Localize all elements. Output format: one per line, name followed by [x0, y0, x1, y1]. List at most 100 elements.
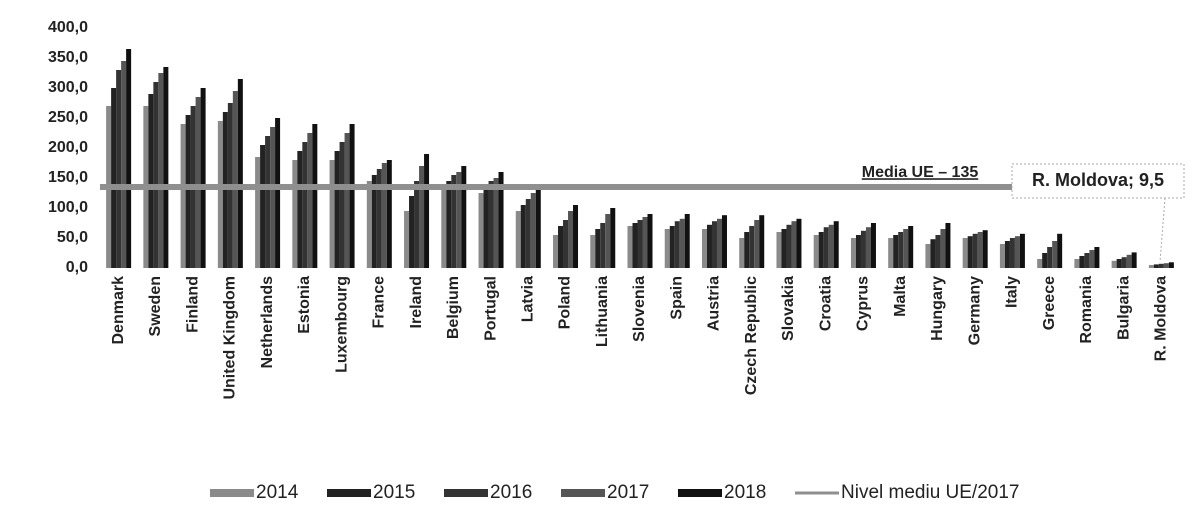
bar [376, 169, 382, 268]
legend-label: 2016 [490, 482, 532, 503]
bar [297, 151, 303, 268]
bar [381, 163, 387, 268]
bar [967, 236, 973, 268]
bar [791, 221, 797, 268]
y-tick-label: 350,0 [48, 49, 88, 66]
x-tick-label: United Kingdom [222, 276, 239, 400]
bar [1057, 233, 1063, 268]
y-tick-label: 150,0 [48, 169, 88, 186]
bar [935, 235, 941, 268]
annotation: R. Moldova; 9,5 [1032, 170, 1164, 190]
bar [1126, 254, 1132, 268]
bar [1168, 262, 1174, 268]
bar [232, 91, 238, 268]
bar [525, 199, 531, 268]
bar [121, 61, 127, 268]
x-tick-label: Bulgaria [1115, 276, 1132, 340]
bar [903, 229, 909, 268]
x-tick-label: Cyprus [855, 276, 872, 331]
bar [414, 181, 420, 268]
bar [339, 142, 345, 268]
x-tick-label: Ireland [408, 276, 425, 328]
bar [749, 226, 755, 268]
bar [424, 154, 430, 268]
bar [302, 142, 308, 268]
x-tick-label: Greece [1041, 276, 1058, 330]
bar [185, 115, 191, 268]
bar [1037, 259, 1043, 268]
bar [781, 229, 787, 268]
bar [292, 160, 298, 268]
x-tick-label: Belgium [445, 276, 462, 339]
bar [605, 214, 611, 268]
bar [446, 181, 452, 268]
bar [930, 239, 936, 268]
bar [478, 193, 484, 268]
bar [217, 121, 223, 268]
bar [419, 166, 425, 268]
bar [520, 205, 526, 268]
bar [711, 221, 717, 268]
bar [163, 67, 169, 268]
x-tick-label: Italy [1004, 276, 1021, 308]
x-tick-label: Sweden [147, 276, 164, 336]
bar [553, 235, 559, 268]
bar [721, 215, 727, 268]
bar [1019, 233, 1025, 268]
bar [739, 238, 745, 268]
bar [148, 94, 154, 268]
bar [116, 70, 122, 268]
bar [1004, 241, 1010, 268]
bar [982, 230, 988, 268]
bar [647, 214, 653, 268]
bar [409, 196, 415, 268]
legend-label: 2015 [373, 482, 415, 503]
bar [977, 232, 983, 268]
legend-swatch [210, 489, 254, 497]
bar [1074, 259, 1080, 268]
x-tick-label: R. Moldova [1153, 276, 1170, 361]
bar [1111, 260, 1117, 268]
bar [563, 220, 569, 268]
bar [850, 238, 856, 268]
bar [558, 226, 564, 268]
bar [865, 227, 871, 268]
bar [1014, 236, 1020, 268]
bar [334, 151, 340, 268]
bar [833, 221, 839, 268]
bar [515, 211, 521, 268]
bar [111, 88, 117, 268]
x-tick-label: Poland [557, 276, 574, 329]
bar [1079, 256, 1085, 268]
x-tick-label: Romania [1078, 276, 1095, 344]
bar [945, 223, 951, 268]
bar [627, 226, 633, 268]
bar [195, 97, 201, 268]
bar [307, 133, 313, 268]
x-tick-label: Croatia [817, 276, 834, 331]
bar [1089, 250, 1095, 268]
x-tick-label: Denmark [110, 276, 127, 345]
bar [1153, 264, 1159, 268]
bar [126, 49, 132, 268]
bar [1047, 247, 1053, 268]
x-tick-label: Slovenia [631, 276, 648, 342]
bar [796, 218, 802, 268]
bar [776, 232, 782, 268]
x-tick-label: Luxembourg [333, 276, 350, 373]
reference-label: Media UE – 135 [862, 164, 979, 181]
bar [270, 127, 276, 268]
bar [610, 208, 616, 268]
bar [855, 235, 861, 268]
bar [451, 175, 457, 268]
bar [329, 160, 335, 268]
bar [595, 229, 601, 268]
x-tick-label: Spain [668, 276, 685, 320]
bar [488, 181, 494, 268]
bar [1158, 263, 1164, 268]
x-tick-label: Finland [184, 276, 201, 333]
bar [664, 229, 670, 268]
bar [461, 166, 467, 268]
bar [679, 218, 685, 268]
